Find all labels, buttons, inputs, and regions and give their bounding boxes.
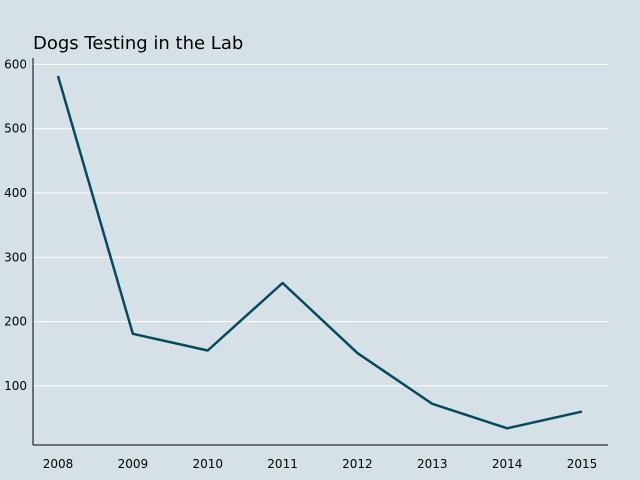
- x-tick-labels: 2008 2009 2010 2011 2012 2013 2014 2015: [43, 457, 598, 471]
- y-tick-label: 200: [4, 315, 27, 329]
- gridlines: [33, 63, 608, 387]
- x-tick-label: 2012: [342, 457, 373, 471]
- y-tick-label: 400: [4, 186, 27, 200]
- x-tick-label: 2011: [267, 457, 298, 471]
- x-tick-label: 2010: [192, 457, 223, 471]
- y-tick-label: 100: [4, 379, 27, 393]
- series-line: [56, 75, 583, 430]
- x-tick-label: 2013: [417, 457, 448, 471]
- series-lines: [56, 75, 583, 430]
- chart-title: Dogs Testing in the Lab: [33, 33, 243, 54]
- x-tick-label: 2015: [567, 457, 598, 471]
- x-tick-label: 2008: [43, 457, 74, 471]
- x-tick-label: 2014: [492, 457, 523, 471]
- y-tick-label: 300: [4, 250, 27, 264]
- x-tick-label: 2009: [118, 457, 149, 471]
- y-tick-label: 500: [4, 122, 27, 136]
- y-tick-label: 600: [4, 57, 27, 71]
- y-tick-labels: 100 200 300 400 500 600: [4, 57, 27, 392]
